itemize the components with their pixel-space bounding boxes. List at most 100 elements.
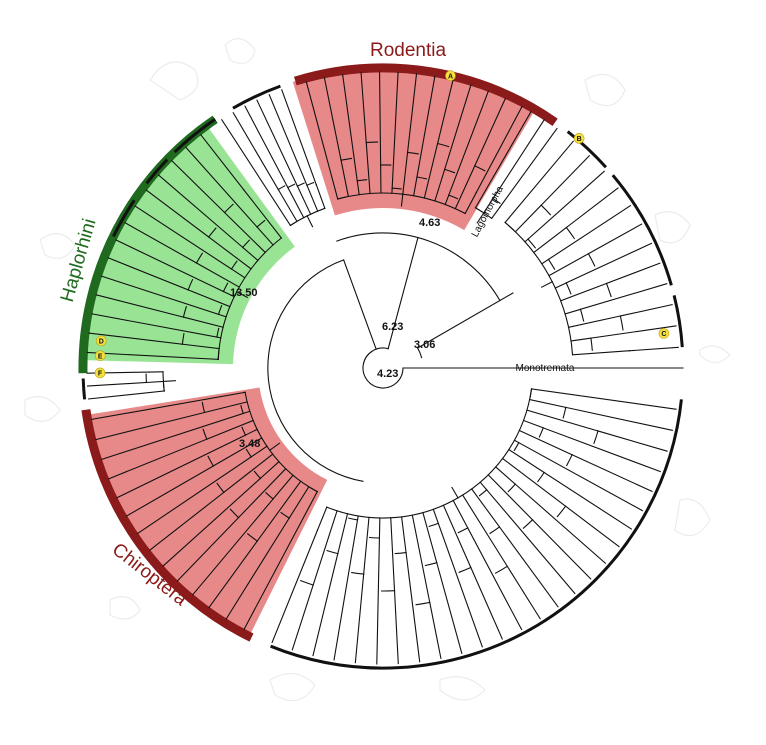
lower-group-tip4 (572, 455, 652, 492)
ur-group-tip7 (607, 263, 660, 283)
ur-group-tip1 (541, 156, 589, 205)
lower-group-b9 (488, 475, 532, 520)
node-value-3-06: 3.06 (414, 339, 435, 351)
ur-group-arc (505, 223, 572, 355)
lower-group-b15 (433, 509, 438, 523)
lower-group-s18 (395, 553, 406, 554)
ur-group-s1 (541, 205, 550, 215)
ul-group-s0 (290, 222, 295, 225)
lower-group-tip16 (437, 563, 462, 654)
lower-group-tip23 (313, 554, 338, 656)
lower-group-s24 (301, 581, 313, 585)
lower-group-stem (452, 488, 458, 498)
ur-group-tip4 (549, 206, 631, 260)
lower-group-b11 (472, 489, 500, 527)
lower-group-s3 (539, 428, 543, 437)
lower-group-s12 (496, 566, 508, 573)
def-group-stem (163, 381, 175, 382)
tip-arc-4 (613, 175, 672, 285)
lower-group-s23 (327, 551, 338, 554)
ur-group-s4 (549, 259, 555, 269)
ur-group-s7 (607, 283, 612, 296)
branch-label-monotremata: Monotremata (516, 363, 575, 374)
tip-arc-5 (674, 295, 682, 347)
ul-group-s2 (288, 184, 295, 187)
ul-group-s1 (278, 186, 285, 190)
lower-group-b23 (338, 514, 348, 554)
node-value-6-23: 6.23 (382, 321, 403, 333)
marker-label-F: F (98, 371, 103, 378)
lower-group-b25 (317, 507, 326, 530)
lower-group-s22 (349, 518, 358, 520)
tip-arc-3 (568, 132, 606, 168)
ur-group-s6 (566, 283, 571, 294)
marker-label-D: D (99, 338, 104, 345)
ur-group-tip6 (566, 243, 651, 283)
ul-group-b2 (288, 188, 304, 218)
lower-group-b1 (530, 400, 566, 408)
lower-group-s8 (508, 484, 515, 492)
lower-group-s13 (458, 528, 468, 533)
ur-group-b6 (555, 283, 566, 288)
lower-group-b3 (524, 420, 544, 427)
ul-group-stem (307, 216, 312, 227)
lower-group-tip0 (532, 389, 677, 409)
backbone-arc-top (337, 233, 500, 301)
lower-group-b2 (527, 410, 598, 431)
ur-group-b3 (534, 228, 567, 253)
lower-group-tip2 (598, 431, 667, 451)
node-value-4-63: 4.63 (419, 217, 440, 229)
lower-group-arc (327, 389, 532, 518)
ur-group-s8 (581, 309, 584, 321)
ur-group-s9 (620, 316, 623, 330)
lower-group-tip1 (566, 407, 673, 430)
lower-group-s10 (480, 490, 487, 496)
ur-group-b4 (542, 259, 549, 263)
ur-group-b11 (573, 351, 630, 355)
lower-group-s21 (352, 573, 364, 575)
lower-group-b4 (519, 431, 572, 455)
ur-group-s0 (505, 223, 513, 230)
ur-group-b1 (515, 205, 541, 232)
ul-group-tip2 (245, 106, 288, 187)
ur-group-stem (542, 282, 553, 287)
lower-group-tip5 (519, 443, 643, 511)
lower-group-b18 (402, 517, 406, 553)
lower-group-tip20 (377, 538, 380, 664)
ul-group-b1 (278, 189, 297, 221)
lower-group-tip9 (532, 520, 590, 579)
lower-group-s20 (370, 538, 380, 539)
ur-group-tip8 (580, 284, 666, 310)
def-group-tip0 (89, 391, 165, 399)
rodentia-s3 (366, 142, 377, 143)
def-group-b1 (146, 381, 163, 382)
lower-group-b19 (391, 518, 395, 591)
ur-group-b2 (525, 239, 528, 242)
marker-label-B: B (577, 136, 582, 143)
lower-group-tip7 (566, 506, 619, 546)
node-value-3-48: 3.48 (239, 438, 260, 450)
lower-group-b22 (358, 516, 359, 520)
node-value-4-23: 4.23 (377, 368, 398, 380)
clade-label-rodentia: Rodentia (370, 40, 446, 61)
haplorhini-s0 (218, 351, 219, 360)
highlight-haplorhini (83, 125, 295, 364)
def-group-s0 (164, 383, 165, 391)
ur-group-b10 (571, 338, 591, 341)
lower-group-s9 (523, 520, 532, 528)
rodentia-s5 (392, 188, 401, 189)
ur-group-b8 (565, 309, 580, 314)
lower-group-b14 (443, 505, 470, 567)
lower-group-b21 (364, 517, 369, 574)
lower-group-s11 (490, 527, 500, 534)
lower-group-s14 (459, 568, 471, 573)
lower-group-tip10 (487, 490, 575, 594)
lower-group-s5 (514, 443, 519, 451)
node-value-13-50: 13.50 (230, 287, 258, 299)
def-group-tip1 (88, 382, 147, 386)
lower-group-s17 (416, 602, 430, 604)
lower-group-s1 (563, 407, 566, 418)
lower-group-tip22 (334, 520, 357, 660)
